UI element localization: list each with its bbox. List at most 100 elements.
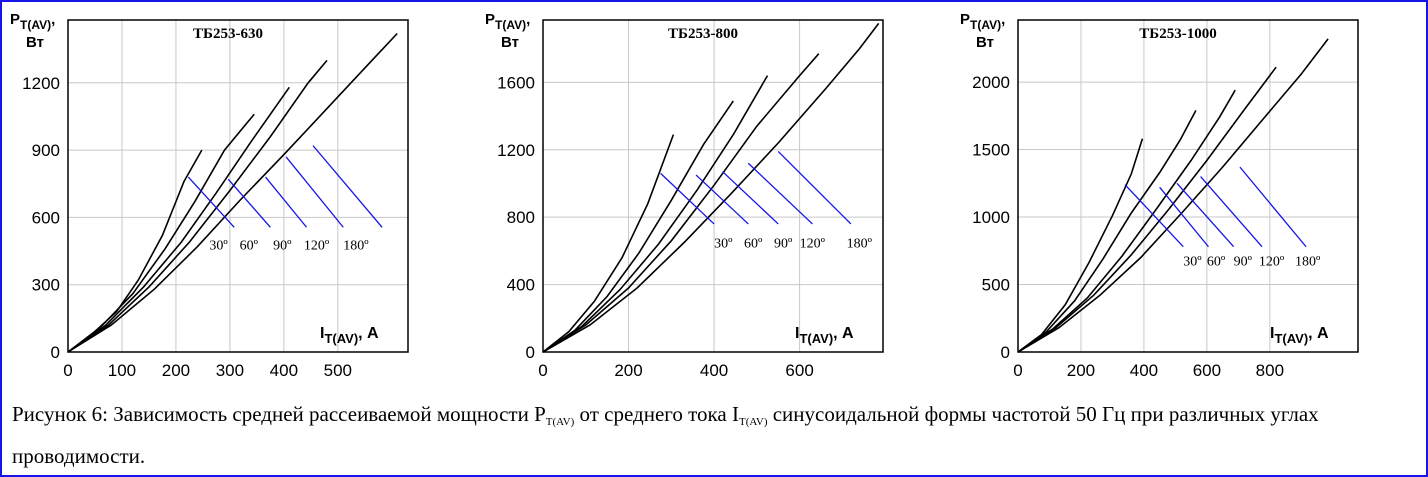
x-tick-label: 0	[1013, 361, 1022, 380]
series-curve-3	[1017, 89, 1236, 353]
leader-line	[312, 145, 383, 228]
x-axis-label-tail: , А	[833, 325, 854, 342]
chart-panel-tb253-800: 0 200 400 600040080012001600PT(AV),ВтIT(AV)…	[485, 11, 884, 380]
angle-annotation: 120º	[800, 237, 826, 252]
series-curve-1	[1017, 138, 1144, 353]
y-tick-label: 1000	[972, 208, 1010, 227]
x-tick-label: 400	[270, 361, 298, 380]
caption-prefix: Рисунок 6: Зависимость средней рассеивае…	[12, 402, 546, 426]
leader-line	[777, 150, 852, 225]
plot-frame	[1017, 19, 1359, 353]
y-tick-label: 1200	[497, 141, 535, 160]
x-tick-label: 600	[785, 361, 813, 380]
x-tick-label: 0	[63, 361, 72, 380]
y-axis-label-main: P	[960, 11, 970, 28]
leader-line	[265, 176, 308, 228]
y-axis-unit: Вт	[976, 34, 994, 51]
series-curve-2	[542, 100, 734, 353]
y-tick-label: 800	[507, 208, 535, 227]
y-tick-label: 1600	[497, 73, 535, 92]
angle-annotation: 60º	[744, 237, 763, 252]
y-axis-label-sub: T(AV)	[20, 18, 51, 32]
x-tick-label: 400	[700, 361, 728, 380]
x-tick-label: 800	[1256, 361, 1284, 380]
y-tick-label: 0	[1001, 343, 1010, 362]
angle-annotation: 180º	[343, 239, 369, 254]
series-curve-2	[1017, 110, 1197, 353]
x-axis-label-sub: T(AV)	[1274, 331, 1308, 346]
x-tick-label: 200	[1067, 361, 1095, 380]
caption-sub-power: T(AV)	[545, 416, 575, 428]
x-tick-label: 300	[216, 361, 244, 380]
angle-annotation: 180º	[1295, 255, 1321, 270]
x-tick-label: 200	[162, 361, 190, 380]
plot-frame	[542, 19, 884, 353]
angle-annotation: 120º	[304, 239, 330, 254]
x-tick-label: 0	[538, 361, 547, 380]
y-tick-label: 300	[32, 276, 60, 295]
y-axis-label: PT(AV),	[960, 11, 1005, 32]
y-axis-unit: Вт	[501, 34, 519, 51]
y-tick-label: 900	[32, 141, 60, 160]
y-axis-label-main: P	[10, 11, 20, 28]
leader-line	[1200, 176, 1263, 248]
series-curve-3	[542, 75, 769, 353]
leader-line	[722, 171, 779, 225]
y-axis-label-comma: ,	[51, 11, 55, 28]
y-axis-label-sub: T(AV)	[970, 18, 1001, 32]
y-tick-label: 1500	[972, 141, 1010, 160]
caption-sub-current: T(AV)	[738, 416, 768, 428]
y-tick-label: 0	[526, 343, 535, 362]
x-axis-label-tail: , А	[1308, 325, 1329, 342]
angle-annotation: 30º	[714, 237, 733, 252]
series-curve-1	[542, 134, 675, 353]
angle-annotation: 180º	[847, 237, 873, 252]
y-tick-label: 400	[507, 276, 535, 295]
angle-annotation: 90º	[1234, 255, 1253, 270]
caption-mid: от среднего тока I	[574, 402, 739, 426]
x-tick-label: 600	[1193, 361, 1221, 380]
x-axis-label-sub: T(AV)	[799, 331, 833, 346]
leader-line	[1176, 182, 1235, 248]
series-curve-2	[67, 113, 255, 353]
angle-annotation: 90º	[774, 237, 793, 252]
leader-line	[747, 162, 813, 225]
series-curve-5	[67, 32, 398, 353]
x-axis-label: IT(AV), А	[320, 325, 379, 346]
plot-frame	[67, 19, 409, 353]
figure-caption: Рисунок 6: Зависимость средней рассеивае…	[12, 397, 1412, 473]
x-axis-label-main: I	[320, 325, 324, 342]
x-tick-label: 500	[324, 361, 352, 380]
chart-title: ТБ253-1000	[1139, 26, 1216, 42]
y-axis-label-comma: ,	[526, 11, 530, 28]
chart-panel-tb253-630: 0 100 200 300 400 50003006009001200PT(AV),ВтI…	[10, 11, 409, 380]
x-axis-label-sub: T(AV)	[324, 331, 358, 346]
y-axis-label-sub: T(AV)	[495, 18, 526, 32]
series-curve-4	[542, 53, 820, 353]
series-curve-5	[542, 22, 880, 353]
angle-annotation: 90º	[273, 239, 292, 254]
leader-line	[660, 172, 715, 225]
leader-line	[285, 156, 344, 228]
x-axis-label-main: I	[795, 325, 799, 342]
x-tick-label: 100	[108, 361, 136, 380]
y-tick-label: 600	[32, 208, 60, 227]
x-tick-label: 400	[1130, 361, 1158, 380]
x-axis-label-tail: , А	[358, 325, 379, 342]
y-tick-label: 500	[982, 276, 1010, 295]
caption-suffix: синусоидальной формы частотой 50 Гц при …	[12, 402, 1319, 468]
x-axis-label-main: I	[1270, 325, 1274, 342]
y-tick-label: 2000	[972, 73, 1010, 92]
series-curve-4	[1017, 66, 1277, 353]
x-tick-label: 200	[614, 361, 642, 380]
leader-line	[187, 176, 235, 228]
y-axis-label-main: P	[485, 11, 495, 28]
series-curve-3	[67, 86, 290, 353]
leader-line	[695, 174, 749, 225]
series-curve-4	[67, 59, 328, 353]
angle-annotation: 120º	[1259, 255, 1285, 270]
x-axis-label: IT(AV), А	[795, 325, 854, 346]
y-axis-label: PT(AV),	[10, 11, 55, 32]
y-tick-label: 1200	[22, 74, 60, 93]
